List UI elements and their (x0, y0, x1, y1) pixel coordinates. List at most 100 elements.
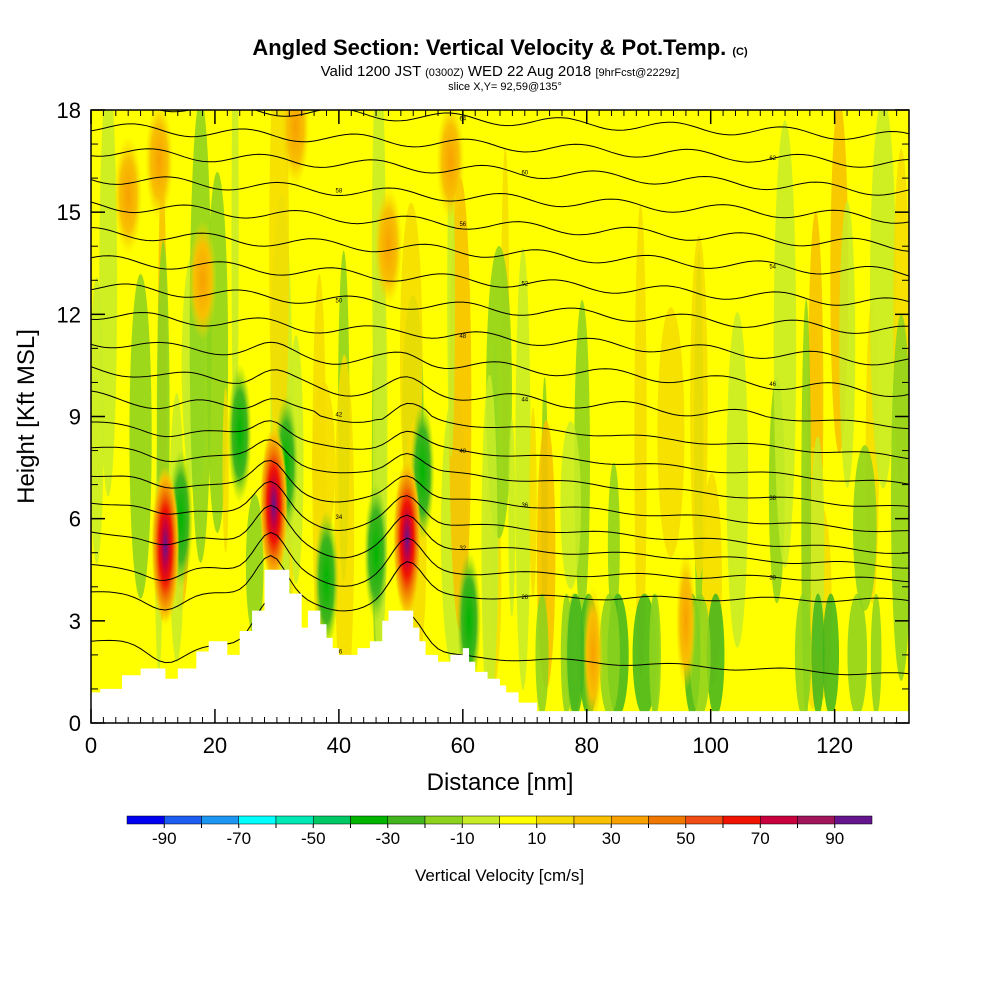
colorbar-swatch (424, 815, 463, 825)
x-tick-label: 40 (327, 733, 351, 758)
warm-column (436, 110, 465, 222)
theta-contour-label: 62 (769, 156, 776, 162)
colorbar-swatch (462, 815, 500, 825)
colorbar-tick-label: -70 (226, 829, 251, 848)
x-tick-label: 100 (692, 733, 729, 758)
colorbar-swatch (797, 815, 835, 825)
colorbar-swatch (275, 815, 314, 825)
theta-contour (91, 201, 909, 252)
theta-contour-label: 32 (459, 546, 466, 552)
colorbar-swatch (573, 815, 612, 825)
y-tick-label: 3 (69, 609, 81, 634)
velocity-streak (222, 387, 229, 553)
theta-contour-label: 34 (336, 515, 343, 521)
colorbar-swatch (648, 815, 686, 825)
warm-column (188, 220, 217, 341)
theta-contour (91, 390, 909, 460)
theta-contour-label: 60 (521, 171, 528, 177)
x-tick-label: 20 (203, 733, 227, 758)
velocity-streak (773, 120, 797, 568)
updraft-core (393, 459, 422, 620)
colorbar-swatch (536, 815, 575, 825)
y-tick-label: 6 (69, 507, 81, 532)
colorbar-swatch (685, 815, 724, 825)
theta-contour (91, 459, 909, 533)
velocity-streak (508, 418, 516, 618)
velocity-streak (99, 110, 118, 497)
theta-contour (91, 366, 909, 430)
colorbar-label: Vertical Velocity [cm/s] (415, 866, 584, 885)
velocity-streak (129, 274, 152, 599)
colorbar-swatch (201, 815, 239, 825)
x-tick-label: 60 (451, 733, 475, 758)
velocity-streak (890, 314, 909, 681)
colorbar-tick-label: -30 (375, 829, 400, 848)
colorbar-tick-label: -90 (152, 829, 177, 848)
valid-time: Valid 1200 JST (320, 63, 421, 80)
theta-contour-label: 40 (459, 449, 466, 455)
colorbar-swatch (238, 815, 277, 825)
downdraft-streak (649, 593, 661, 717)
downdraft-core (314, 509, 339, 650)
downdraft-streak (811, 593, 825, 717)
theta-contour (91, 227, 909, 277)
chart-title-block: Angled Section: Vertical Velocity & Pot.… (0, 36, 1000, 94)
y-tick-label: 12 (57, 302, 81, 327)
theta-contour (91, 148, 909, 196)
theta-contour-label: 56 (459, 222, 466, 228)
theta-contour (91, 176, 909, 224)
slice-info: slice X,Y= 92,59@135° (448, 81, 562, 93)
colorbar-tick-label: 70 (751, 829, 770, 848)
theta-contour-label: 54 (769, 265, 776, 271)
downdraft-streak (567, 593, 585, 717)
updraft-core (151, 465, 180, 626)
velocity-streak (607, 462, 620, 626)
valid-date: WED 22 Aug 2018 (467, 63, 592, 80)
theta-contour-label: 36 (521, 503, 528, 509)
theta-contour (91, 439, 909, 507)
updraft-core (259, 425, 288, 586)
colorbar-swatch (834, 815, 873, 825)
downdraft-core (364, 482, 389, 623)
valid-utc: (0300Z) (425, 67, 464, 79)
colorbar-tick-label: -10 (450, 829, 475, 848)
velocity-streak (839, 201, 856, 488)
theta-contour-label: 52 (521, 281, 528, 287)
colorbar-tick-label: 50 (676, 829, 695, 848)
theta-contour (91, 283, 909, 334)
downdraft-streak (870, 593, 882, 717)
downdraft-streak (599, 593, 620, 717)
theta-contour-label: 46 (769, 382, 776, 388)
terrain (91, 569, 909, 723)
theta-contour-label: 26 (336, 650, 343, 656)
colorbar-swatch (499, 815, 537, 825)
theta-contour (91, 255, 909, 306)
warm-column (281, 110, 310, 188)
velocity-streak (634, 204, 647, 677)
theta-contour-label: 42 (336, 413, 343, 419)
colorbar-swatch (164, 815, 202, 825)
velocity-streak (657, 307, 685, 558)
updraft-core (582, 584, 603, 723)
updraft-core (675, 550, 696, 691)
theta-contour (91, 311, 909, 366)
colorbar-tick-label: 10 (527, 829, 546, 848)
warm-column (374, 186, 403, 307)
x-axis-label: Distance [nm] (427, 769, 574, 796)
theta-contour (91, 341, 909, 398)
colorbar-swatch (313, 815, 351, 825)
y-axis-label: Height [Kft MSL] (13, 329, 40, 504)
y-tick-label: 0 (69, 711, 81, 736)
colorbar-swatch (387, 815, 426, 825)
downdraft-streak (822, 593, 840, 717)
theta-contour (91, 420, 909, 485)
velocity-streak (515, 247, 531, 691)
colorbar-swatch (611, 815, 649, 825)
forecast-info: [9hrFcst@2229z] (595, 67, 680, 79)
downdraft-streak (794, 593, 812, 717)
theta-contour-label: 44 (521, 398, 528, 404)
theta-contour (91, 531, 909, 587)
velocity-streak (726, 312, 749, 648)
